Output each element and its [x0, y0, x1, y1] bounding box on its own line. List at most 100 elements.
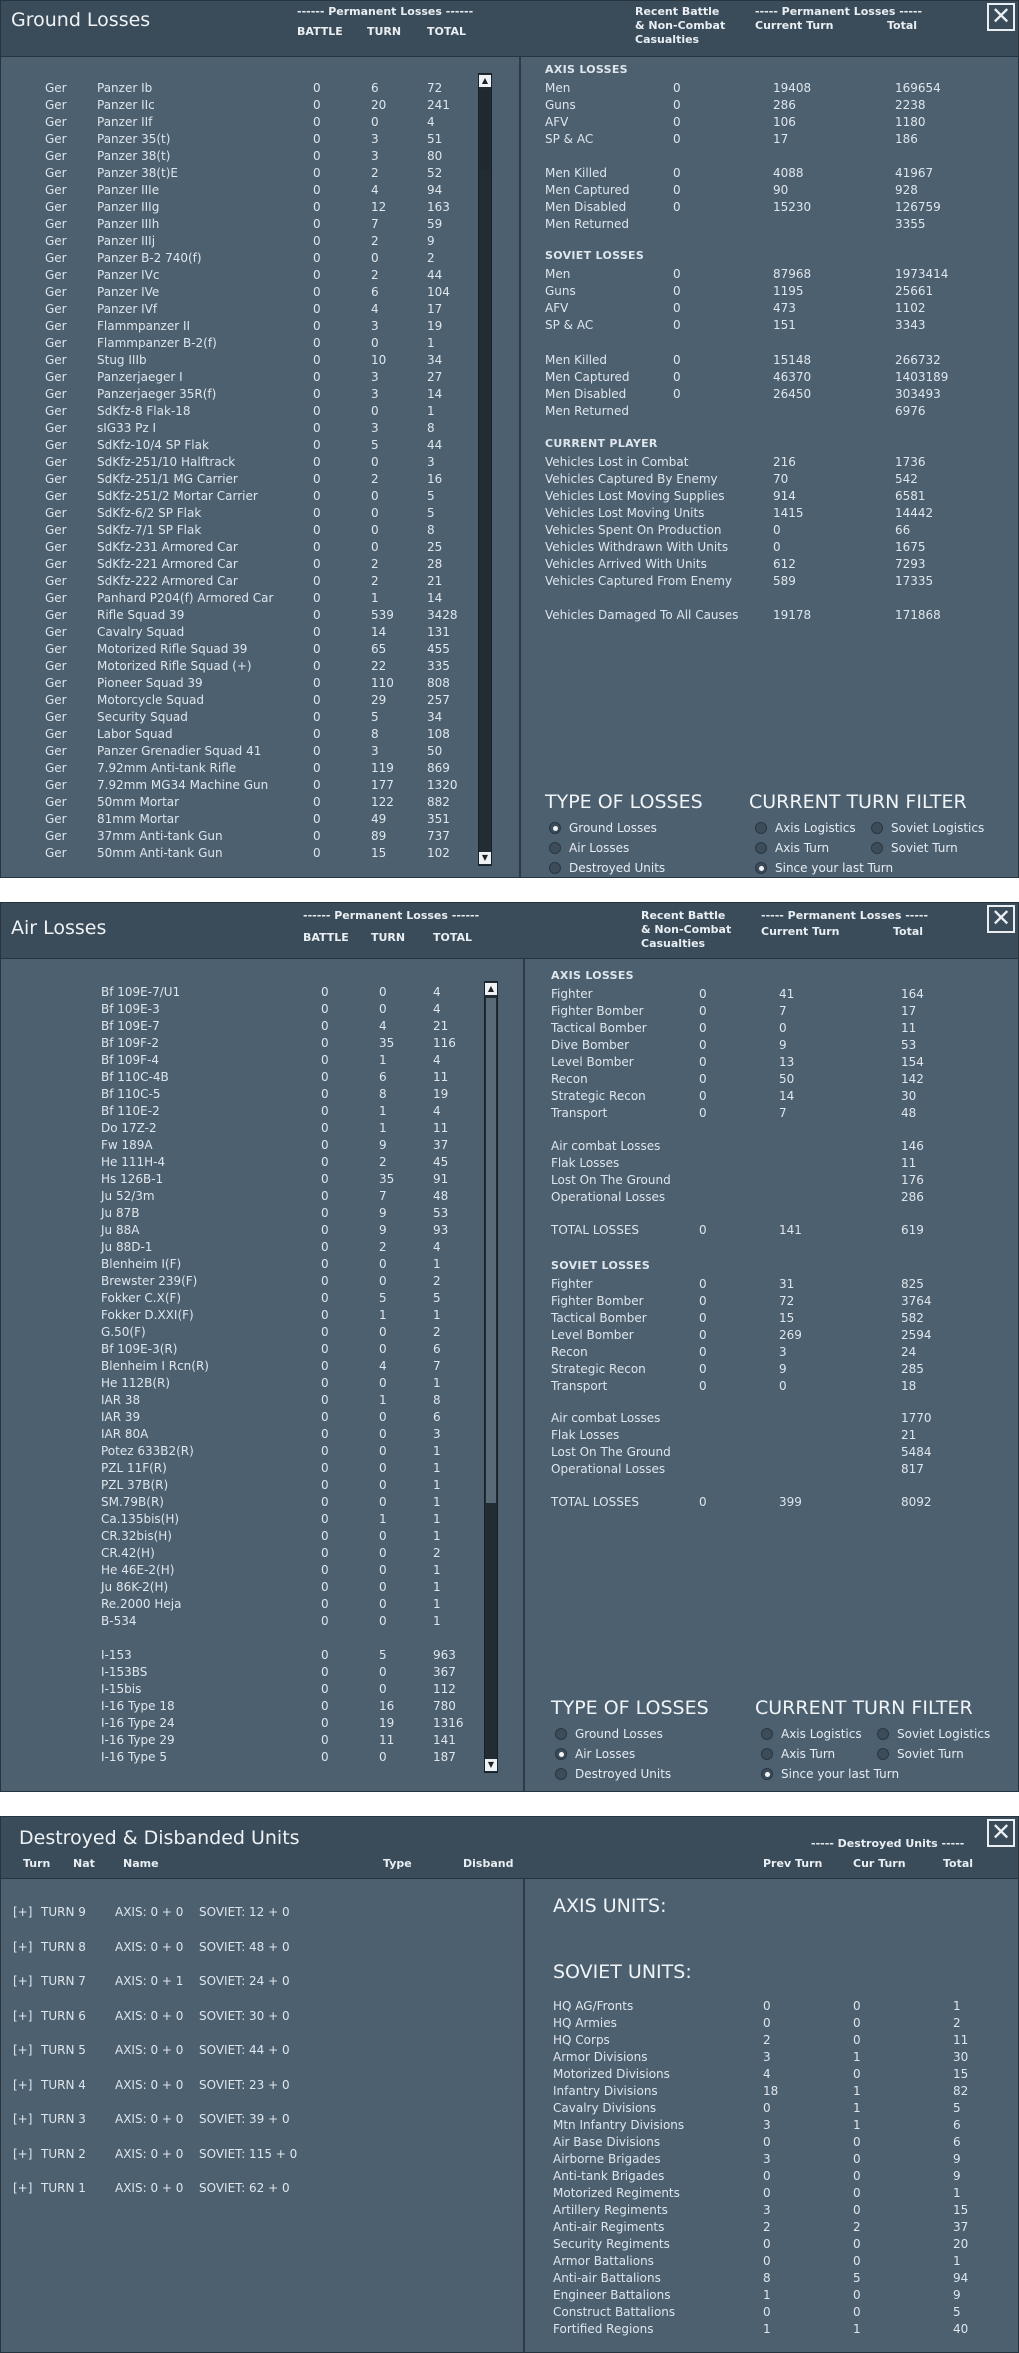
turn-filter-radio[interactable]	[761, 1748, 773, 1760]
table-cell: 0	[379, 1444, 387, 1458]
loss-type-radio[interactable]	[555, 1748, 567, 1760]
turn-filter-radio[interactable]	[877, 1748, 889, 1760]
turn-filter-option[interactable]: Since your last Turn	[781, 1767, 900, 1781]
table-cell: 141	[433, 1733, 456, 1747]
loss-type-option[interactable]: Destroyed Units	[575, 1767, 672, 1781]
table-cell: 0	[379, 1750, 387, 1764]
turn-filter-option[interactable]: Axis Turn	[775, 841, 830, 855]
col-total: Total	[943, 1857, 974, 1870]
scroll-thumb[interactable]	[486, 998, 496, 1503]
table-cell: Panzer IVe	[97, 285, 160, 299]
table-cell: Ger	[45, 387, 67, 401]
scrollbar[interactable]: ▲ ▼	[478, 73, 492, 866]
panel-header	[1, 1817, 1018, 1879]
close-icon[interactable]: ✕	[987, 905, 1015, 933]
close-icon[interactable]: ✕	[987, 1819, 1015, 1847]
turn-filter-radio[interactable]	[761, 1728, 773, 1740]
permanent-losses-header: ------ Permanent Losses ------	[303, 909, 480, 922]
column-divider	[519, 57, 521, 877]
table-cell: Bf 109E-3(R)	[101, 1342, 178, 1356]
panel-title: Ground Losses	[11, 9, 151, 31]
turn-filter-radio[interactable]	[755, 862, 767, 874]
summary-cell: 30	[901, 1089, 917, 1103]
permanent-losses-header-2: ----- Permanent Losses -----	[755, 5, 923, 18]
turn-filter-option[interactable]: Soviet Turn	[897, 1747, 964, 1761]
table-cell: Ger	[45, 761, 67, 775]
scroll-thumb[interactable]	[480, 90, 490, 170]
scroll-down-icon[interactable]: ▼	[485, 1759, 497, 1771]
table-cell: 0	[321, 1546, 329, 1560]
table-cell: 0	[371, 489, 379, 503]
close-icon[interactable]: ✕	[987, 3, 1015, 31]
summary-cell: 4088	[773, 166, 804, 180]
turn-filter-radio[interactable]	[877, 1728, 889, 1740]
table-cell: 0	[313, 183, 321, 197]
table-cell: 1	[433, 1563, 441, 1577]
table-cell: 0	[379, 1257, 387, 1271]
expand-turn-button[interactable]: [+]	[13, 1905, 33, 1919]
loss-type-radio[interactable]	[555, 1768, 567, 1780]
loss-type-option[interactable]: Ground Losses	[569, 821, 657, 835]
summary-cell: 146	[901, 1139, 924, 1153]
col-turn: TURN	[371, 931, 406, 944]
expand-turn-button[interactable]: [+]	[13, 2077, 33, 2092]
expand-turn-button[interactable]: [+]	[13, 2008, 33, 2023]
expand-turn-button[interactable]: [+]	[13, 1974, 33, 1988]
table-cell: Re.2000 Heja	[101, 1597, 182, 1611]
turn-filter-option[interactable]: Axis Logistics	[775, 821, 856, 835]
turn-filter-radio[interactable]	[871, 842, 883, 854]
turn-filter-radio[interactable]	[761, 1768, 773, 1780]
summary-cell: 164	[901, 987, 924, 1001]
expand-turn-button[interactable]: [+]	[13, 2112, 33, 2126]
turn-filter-radio[interactable]	[871, 822, 883, 834]
turn-filter-option[interactable]: Soviet Logistics	[897, 1727, 991, 1741]
summary-cell: Tactical Bomber	[551, 1311, 647, 1325]
table-cell: 37mm Anti-tank Gun	[97, 829, 223, 843]
turn-filter-option[interactable]: Axis Logistics	[781, 1727, 862, 1741]
turn-filter-option[interactable]: Since your last Turn	[775, 861, 894, 875]
loss-type-option[interactable]: Destroyed Units	[569, 861, 666, 875]
turn-filter-radio[interactable]	[755, 842, 767, 854]
turn-filter-option[interactable]: Soviet Logistics	[891, 821, 985, 835]
loss-type-radio[interactable]	[555, 1728, 567, 1740]
current-turn-filter-title: CURRENT TURN FILTER	[755, 1697, 973, 1719]
summary-cell: 15230	[773, 200, 812, 214]
unit-type-cell: Cavalry Divisions	[553, 2101, 657, 2115]
loss-type-radio[interactable]	[549, 822, 561, 834]
table-cell: Panzer B-2 740(f)	[97, 251, 202, 265]
unit-type-cell: 0	[853, 2152, 861, 2166]
expand-turn-button[interactable]: [+]	[13, 2043, 33, 2057]
scroll-up-icon[interactable]: ▲	[485, 983, 497, 995]
loss-type-radio[interactable]	[549, 862, 561, 874]
scrollbar[interactable]: ▲ ▼	[484, 981, 498, 1773]
summary-cell: Vehicles Captured By Enemy	[545, 472, 718, 486]
expand-turn-button[interactable]: [+]	[13, 2181, 33, 2195]
expand-turn-button[interactable]: [+]	[13, 2146, 33, 2161]
table-cell: 0	[313, 795, 321, 809]
loss-type-option[interactable]: Ground Losses	[575, 1727, 663, 1741]
summary-cell: 7	[779, 1004, 787, 1018]
scroll-down-icon[interactable]: ▼	[479, 852, 491, 864]
summary-cell: 46370	[773, 370, 812, 384]
summary-cell: Vehicles Lost Moving Units	[545, 506, 705, 520]
table-cell: 0	[371, 523, 379, 537]
col-prev-turn: Prev Turn	[763, 1857, 823, 1870]
table-cell: SdKfz-8 Flak-18	[97, 404, 191, 418]
unit-type-cell: Fortified Regions	[553, 2322, 654, 2336]
loss-type-option[interactable]: Air Losses	[569, 841, 630, 855]
unit-type-cell: 0	[853, 2203, 861, 2217]
scroll-up-icon[interactable]: ▲	[479, 75, 491, 87]
loss-type-radio[interactable]	[549, 842, 561, 854]
table-cell: Bf 110C-4B	[101, 1070, 169, 1084]
table-cell: 3	[371, 370, 379, 384]
summary-cell: 5484	[901, 1445, 932, 1459]
table-cell: Brewster 239(F)	[101, 1274, 198, 1288]
table-cell: 0	[313, 574, 321, 588]
table-cell: 7.92mm MG34 Machine Gun	[97, 778, 269, 792]
turn-filter-option[interactable]: Axis Turn	[781, 1747, 836, 1761]
table-cell: Panzer IIIe	[97, 183, 160, 197]
expand-turn-button[interactable]: [+]	[13, 1939, 33, 1954]
turn-filter-option[interactable]: Soviet Turn	[891, 841, 958, 855]
turn-filter-radio[interactable]	[755, 822, 767, 834]
loss-type-option[interactable]: Air Losses	[575, 1747, 636, 1761]
